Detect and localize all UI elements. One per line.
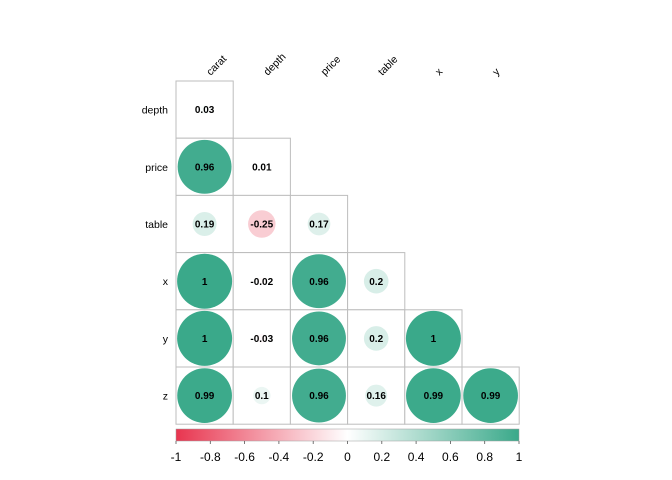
correlation-circle xyxy=(406,368,461,423)
cell-x-carat: 1 xyxy=(175,252,234,311)
cell-y-price: 0.96 xyxy=(289,309,349,368)
colorbar-tick-label: -0.6 xyxy=(234,450,255,464)
correlation-value: 0.96 xyxy=(309,334,329,345)
cell-table-price: 0.17 xyxy=(289,194,349,254)
colorbar-ticks: -1 -0.8 -0.6 -0.4 -0.2 0 0.2 0.4 0.6 0.8 1 xyxy=(171,441,523,464)
colorbar-tick-label: 0.8 xyxy=(476,450,493,464)
correlation-value: -0.02 xyxy=(250,277,273,288)
row-label-z: z xyxy=(163,391,168,403)
correlation-value: 0.99 xyxy=(195,391,215,402)
correlation-value: 0.17 xyxy=(309,220,329,231)
correlation-value: -0.25 xyxy=(250,220,273,231)
correlation-circle xyxy=(253,386,271,405)
correlation-value: 0.2 xyxy=(369,277,383,288)
column-label-x: x xyxy=(433,65,446,78)
column-label-table: table xyxy=(376,53,401,78)
correlation-circle xyxy=(177,253,233,309)
row-label-price: price xyxy=(145,162,168,174)
colorbar-tick-label: -0.4 xyxy=(269,450,290,464)
colorbar-tick-label: 0.4 xyxy=(408,450,425,464)
column-label-depth: depth xyxy=(261,51,288,78)
cell-price-carat: 0.96 xyxy=(175,137,234,196)
colorbar-tick-label: 0.6 xyxy=(442,450,459,464)
colorbar-tick-label: 1 xyxy=(516,450,523,464)
row-label-y: y xyxy=(163,333,169,345)
correlation-circle xyxy=(365,384,388,407)
correlation-value: 1 xyxy=(202,334,208,345)
correlation-circle xyxy=(307,212,331,236)
correlation-value: 1 xyxy=(431,334,437,345)
cell-z-depth: 0.1 xyxy=(232,366,291,425)
row-labels: depth price table x y z xyxy=(142,105,169,403)
correlation-value: 0.96 xyxy=(195,162,215,173)
cell-x-table: 0.2 xyxy=(347,252,406,311)
colorbar: -1 -0.8 -0.6 -0.4 -0.2 0 0.2 0.4 0.6 0.8 1 xyxy=(171,428,523,464)
correlation-circle xyxy=(292,311,346,366)
cell-x-depth: -0.02 xyxy=(232,252,291,311)
cell-y-x: 1 xyxy=(404,309,463,368)
cell-y-table: 0.2 xyxy=(347,309,406,368)
correlation-value: 0.19 xyxy=(195,220,215,231)
correlation-circle xyxy=(248,210,276,238)
cell-price-depth: 0.01 xyxy=(232,137,291,196)
correlation-circle xyxy=(405,310,461,366)
correlation-value: 0.99 xyxy=(481,391,501,402)
correlation-value: 0.16 xyxy=(366,391,386,402)
correlation-circle xyxy=(177,310,233,366)
cell-z-carat: 0.99 xyxy=(175,366,234,425)
correlation-circle xyxy=(463,368,518,423)
correlation-value: 0.1 xyxy=(255,391,269,402)
correlation-circle xyxy=(257,277,266,286)
cell-y-carat: 1 xyxy=(175,309,234,368)
correlation-circle xyxy=(292,368,346,423)
cell-depth-carat: 0.03 xyxy=(175,80,234,139)
correlation-circle xyxy=(177,368,232,423)
correlation-circle xyxy=(199,104,210,115)
cell-z-x: 0.99 xyxy=(404,366,463,425)
column-label-y: y xyxy=(490,65,503,78)
correlation-value: -0.03 xyxy=(250,334,273,345)
cell-y-depth: -0.03 xyxy=(232,309,291,368)
correlation-value: 0.96 xyxy=(309,277,329,288)
correlation-circle xyxy=(257,333,267,344)
correlation-circle xyxy=(363,326,389,351)
correlation-value: 0.99 xyxy=(424,391,444,402)
correlation-value: 0.2 xyxy=(369,334,383,345)
cell-z-y: 0.99 xyxy=(461,366,520,425)
colorbar-tick-label: -0.8 xyxy=(200,450,221,464)
correlation-circle xyxy=(177,139,232,194)
cell-z-price: 0.96 xyxy=(289,366,349,425)
row-label-depth: depth xyxy=(142,105,168,117)
correlation-circle xyxy=(363,268,389,294)
colorbar-gradient xyxy=(175,428,520,442)
cell-table-carat: 0.19 xyxy=(175,194,234,254)
row-label-table: table xyxy=(145,219,168,231)
correlation-circle xyxy=(259,164,265,170)
correlation-circle xyxy=(192,212,217,236)
column-label-carat: carat xyxy=(204,53,229,78)
correlation-cells: 0.03 0.96 0.01 0.19 -0.25 0.17 1 -0.02 0.96 0.2 1 -… xyxy=(175,80,520,425)
row-label-x: x xyxy=(163,276,169,288)
cell-z-table: 0.16 xyxy=(347,366,406,425)
colorbar-tick-label: 0 xyxy=(344,450,351,464)
cell-x-price: 0.96 xyxy=(289,252,349,311)
cell-table-depth: -0.25 xyxy=(232,194,291,254)
correlation-value: 0.96 xyxy=(309,391,329,402)
correlation-value: 0.03 xyxy=(195,105,215,116)
correlation-circle xyxy=(292,254,346,309)
colorbar-tick-label: -0.2 xyxy=(303,450,324,464)
colorbar-tick-label: 0.2 xyxy=(373,450,390,464)
colorbar-tick-label: -1 xyxy=(171,450,182,464)
correlation-value: 0.01 xyxy=(252,162,272,173)
correlation-value: 1 xyxy=(202,277,208,288)
column-label-price: price xyxy=(319,53,344,78)
column-labels: carat depth price table x y xyxy=(204,51,503,78)
